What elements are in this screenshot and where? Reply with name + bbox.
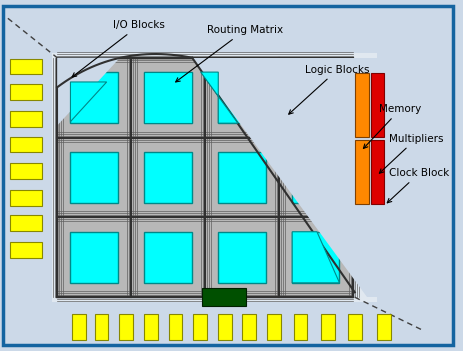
Bar bbox=[10, 190, 43, 206]
Text: Multipliers: Multipliers bbox=[379, 133, 444, 173]
Bar bbox=[10, 163, 43, 179]
Polygon shape bbox=[144, 72, 192, 123]
Bar bbox=[218, 232, 266, 283]
Bar bbox=[169, 314, 182, 339]
Bar bbox=[72, 314, 86, 339]
Text: Routing Matrix: Routing Matrix bbox=[175, 25, 283, 82]
Bar bbox=[292, 232, 339, 283]
Bar bbox=[377, 314, 391, 339]
Bar bbox=[52, 53, 377, 302]
Bar bbox=[348, 314, 362, 339]
Bar bbox=[94, 314, 108, 339]
Bar bbox=[10, 111, 43, 127]
Text: Clock Block: Clock Block bbox=[387, 168, 450, 203]
Bar bbox=[321, 314, 335, 339]
Polygon shape bbox=[292, 232, 339, 283]
Polygon shape bbox=[57, 58, 120, 126]
Polygon shape bbox=[70, 82, 106, 121]
Bar bbox=[70, 72, 118, 123]
Bar bbox=[202, 288, 246, 306]
Polygon shape bbox=[192, 58, 377, 297]
Text: Logic Blocks: Logic Blocks bbox=[289, 65, 370, 114]
Polygon shape bbox=[200, 72, 238, 123]
Bar bbox=[218, 152, 266, 203]
Bar bbox=[10, 59, 43, 74]
Bar bbox=[218, 314, 232, 339]
Bar bbox=[10, 137, 43, 152]
Bar bbox=[144, 152, 192, 203]
Bar bbox=[370, 140, 384, 204]
Bar bbox=[57, 58, 353, 297]
Bar bbox=[10, 216, 43, 231]
Bar bbox=[10, 84, 43, 100]
Bar bbox=[70, 152, 118, 203]
Bar bbox=[70, 232, 118, 283]
Bar bbox=[10, 242, 43, 258]
Bar bbox=[267, 314, 281, 339]
Text: I/O Blocks: I/O Blocks bbox=[72, 20, 165, 77]
FancyBboxPatch shape bbox=[3, 6, 453, 345]
Bar bbox=[370, 73, 384, 137]
Bar bbox=[355, 140, 369, 204]
Bar bbox=[144, 314, 158, 339]
Text: Memory: Memory bbox=[363, 104, 422, 148]
Bar bbox=[292, 152, 339, 203]
Bar bbox=[294, 314, 307, 339]
Bar bbox=[243, 314, 256, 339]
Bar bbox=[119, 314, 133, 339]
Bar bbox=[292, 72, 339, 123]
Bar bbox=[144, 72, 192, 123]
Bar bbox=[144, 232, 192, 283]
Bar bbox=[355, 73, 369, 137]
Bar bbox=[218, 72, 266, 123]
Bar bbox=[193, 314, 207, 339]
